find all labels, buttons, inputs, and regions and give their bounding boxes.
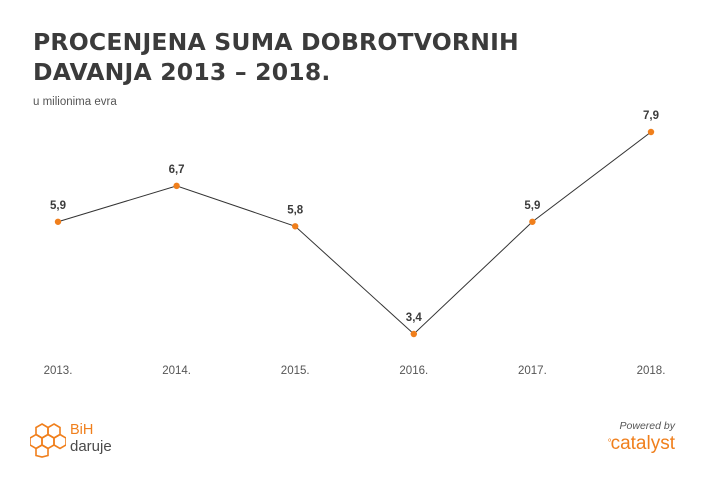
chart-title-line-2: DAVANJA 2013 – 2018. xyxy=(33,58,331,86)
data-point xyxy=(173,182,180,190)
chart-title: PROCENJENA SUMA DOBROTVORNIH DAVANJA 201… xyxy=(33,27,633,87)
chart-subtitle: u milionima evra xyxy=(33,96,117,108)
data-label: 5,8 xyxy=(287,204,304,216)
data-point xyxy=(647,128,655,136)
x-tick-label: 2013. xyxy=(44,365,73,377)
data-label: 5,9 xyxy=(50,200,66,212)
logo-bih-text: BiH xyxy=(70,422,94,438)
logo-daruje-text: daruje xyxy=(70,438,112,455)
data-label: 3,4 xyxy=(406,312,423,324)
data-label: 5,9 xyxy=(524,200,540,212)
series-line xyxy=(57,131,652,335)
data-label: 6,7 xyxy=(169,164,185,176)
catalyst-wordmark: °catalyst xyxy=(565,433,675,455)
data-point xyxy=(410,330,417,338)
x-tick-label: 2016. xyxy=(399,365,428,377)
x-tick-label: 2018. xyxy=(637,365,666,377)
data-label: 7,9 xyxy=(643,110,659,122)
chart-title-line-1: PROCENJENA SUMA DOBROTVORNIH xyxy=(33,28,519,56)
catalyst-logo: Powered by °catalyst xyxy=(565,420,675,458)
x-tick-label: 2017. xyxy=(518,365,547,377)
data-point xyxy=(292,223,299,230)
catalyst-dots-icon: ° xyxy=(607,438,612,449)
x-tick-label: 2014. xyxy=(162,365,191,377)
data-point xyxy=(54,218,62,225)
honeycomb-icon xyxy=(30,423,66,458)
x-tick-label: 2015. xyxy=(281,365,310,377)
bih-daruje-logo: BiH daruje xyxy=(30,420,140,458)
powered-by-text: Powered by xyxy=(619,420,675,432)
catalyst-text: catalyst xyxy=(610,433,675,454)
data-point xyxy=(529,218,536,225)
